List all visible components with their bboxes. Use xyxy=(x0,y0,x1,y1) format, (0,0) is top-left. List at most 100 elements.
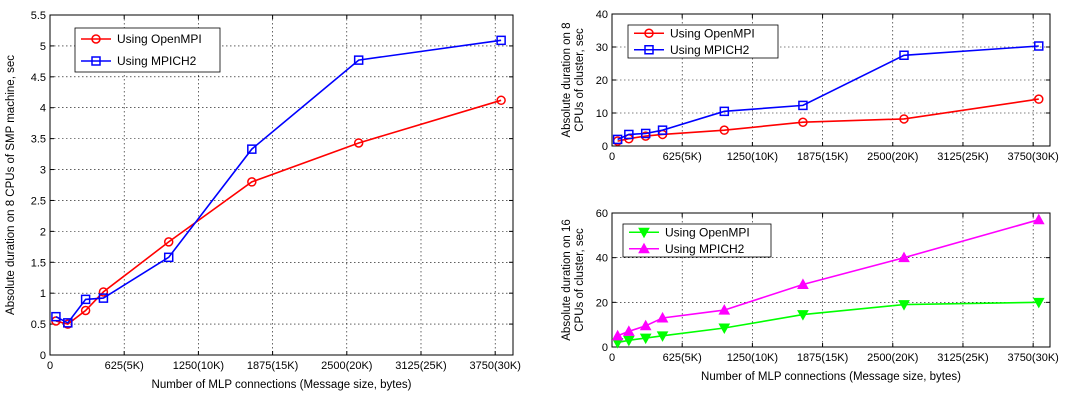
plot-frame xyxy=(49,14,514,356)
data-point xyxy=(656,331,669,342)
x-axis-label: Number of MLP connections (Message size,… xyxy=(152,379,412,391)
y-axis-label: Absolute duration on 8CPUs of cluster, s… xyxy=(561,22,586,137)
x-tick-label: 1875(15K) xyxy=(797,151,848,163)
chart-3: 0 625(5K) 1250(10K) 1875(15K) 2500(20K) 3125(… xyxy=(561,208,1059,383)
data-point xyxy=(639,319,652,331)
x-tick-label: 1250(10K) xyxy=(173,360,224,372)
y-axis-label-line: Absolute duration on 8 xyxy=(561,22,573,137)
x-tick-label: 1250(10K) xyxy=(727,151,778,163)
legend: Using OpenMPI Using MPICH2 xyxy=(74,27,221,73)
x-tick-label: 1250(10K) xyxy=(727,352,778,364)
data-point xyxy=(624,129,634,140)
data-point xyxy=(1032,213,1045,225)
data-point xyxy=(51,311,61,322)
y-tick-label: 5.5 xyxy=(31,10,46,22)
data-point xyxy=(798,117,808,127)
legend-marker xyxy=(644,28,654,38)
x-tick-label: 625(5K) xyxy=(663,151,702,163)
data-point xyxy=(898,300,910,311)
y-axis-label-line: Absolute duration on 16 xyxy=(561,219,573,340)
data-point xyxy=(98,287,109,297)
y-tick-label: 10 xyxy=(596,108,608,120)
data-point xyxy=(496,35,506,46)
data-point xyxy=(718,304,731,315)
data-point xyxy=(899,114,909,124)
y-tick-label: 2.5 xyxy=(31,195,46,207)
y-tick-label: 1.5 xyxy=(31,257,46,269)
y-axis-label: Absolute duration on 16CPUs of cluster, … xyxy=(561,219,586,340)
y-axis-label: Absolute duration on 8 CPUs of SMP machi… xyxy=(5,55,17,315)
x-tick-label: 625(5K) xyxy=(105,360,144,372)
x-tick-label: 2500(20K) xyxy=(867,352,918,364)
y-tick-label: 0 xyxy=(602,342,608,354)
data-point xyxy=(611,329,624,341)
data-point xyxy=(640,128,651,139)
plot-frame xyxy=(611,212,1051,348)
data-point xyxy=(622,335,635,347)
x-tick-label: 3125(25K) xyxy=(937,352,988,364)
data-point xyxy=(1034,41,1044,51)
data-point xyxy=(353,138,364,148)
data-point xyxy=(898,251,910,263)
chart-1: 0 625(5K) 1250(10K) 1875(15K) 2500(20K) 3125(… xyxy=(5,10,521,391)
y-tick-label: 0.5 xyxy=(31,319,46,331)
data-point xyxy=(718,323,731,335)
data-point xyxy=(899,50,909,60)
y-tick-label: 1 xyxy=(40,288,46,300)
y-tick-label: 40 xyxy=(596,9,608,21)
data-point xyxy=(163,252,174,263)
x-axis-label: Number of MLP connections (Message size,… xyxy=(701,371,961,383)
x-tick-label: 625(5K) xyxy=(663,352,702,364)
y-tick-label: 2 xyxy=(40,226,46,238)
data-point xyxy=(353,55,364,65)
data-point xyxy=(98,293,109,303)
legend-label: Using MPICH2 xyxy=(670,43,750,57)
x-tick-label: 3125(25K) xyxy=(937,151,988,163)
y-tick-label: 0 xyxy=(602,141,608,153)
legend-label: Using MPICH2 xyxy=(665,242,745,256)
x-tick-label: 1875(15K) xyxy=(797,352,848,364)
y-tick-label: 30 xyxy=(596,42,608,54)
x-tick-label: 1875(15K) xyxy=(247,360,298,372)
legend-marker xyxy=(91,56,101,66)
x-tick-label: 3125(25K) xyxy=(395,360,446,372)
data-point xyxy=(719,125,730,135)
legend-marker xyxy=(91,34,101,44)
series-line-2 xyxy=(617,45,1039,141)
legend-marker xyxy=(644,45,654,55)
data-point xyxy=(612,134,623,145)
data-point xyxy=(657,125,668,135)
y-tick-label: 60 xyxy=(596,208,608,220)
data-point xyxy=(719,106,730,117)
y-tick-label: 20 xyxy=(596,297,608,309)
legend: Using OpenMPI Using MPICH2 xyxy=(627,24,779,59)
x-tick-label: 0 xyxy=(609,352,615,364)
x-tick-label: 3750(30K) xyxy=(470,360,521,372)
data-point xyxy=(797,310,809,321)
data-point xyxy=(63,318,73,328)
legend-label: Using OpenMPI xyxy=(670,26,755,40)
legend-label: Using OpenMPI xyxy=(665,225,750,239)
data-point xyxy=(1034,94,1044,104)
legend-label: Using OpenMPI xyxy=(117,32,202,46)
data-point xyxy=(80,294,91,305)
y-tick-label: 40 xyxy=(596,253,608,265)
data-point xyxy=(639,333,652,345)
y-axis-label-line: CPUs of cluster, sec xyxy=(574,28,586,132)
data-point xyxy=(247,144,257,154)
x-tick-label: 0 xyxy=(47,360,53,372)
data-point xyxy=(797,278,809,289)
data-point xyxy=(80,305,91,316)
y-axis-label-line: CPUs of cluster, sec xyxy=(574,228,586,332)
y-tick-label: 0 xyxy=(40,350,46,362)
y-tick-label: 3.5 xyxy=(31,134,46,146)
legend-marker xyxy=(638,242,650,254)
y-tick-label: 3 xyxy=(40,165,46,177)
data-point xyxy=(622,325,635,336)
x-tick-label: 0 xyxy=(609,151,615,163)
x-tick-label: 2500(20K) xyxy=(867,151,918,163)
legend: Using OpenMPI Using MPICH2 xyxy=(622,223,772,258)
data-point xyxy=(656,311,669,323)
y-tick-label: 4.5 xyxy=(31,72,46,84)
